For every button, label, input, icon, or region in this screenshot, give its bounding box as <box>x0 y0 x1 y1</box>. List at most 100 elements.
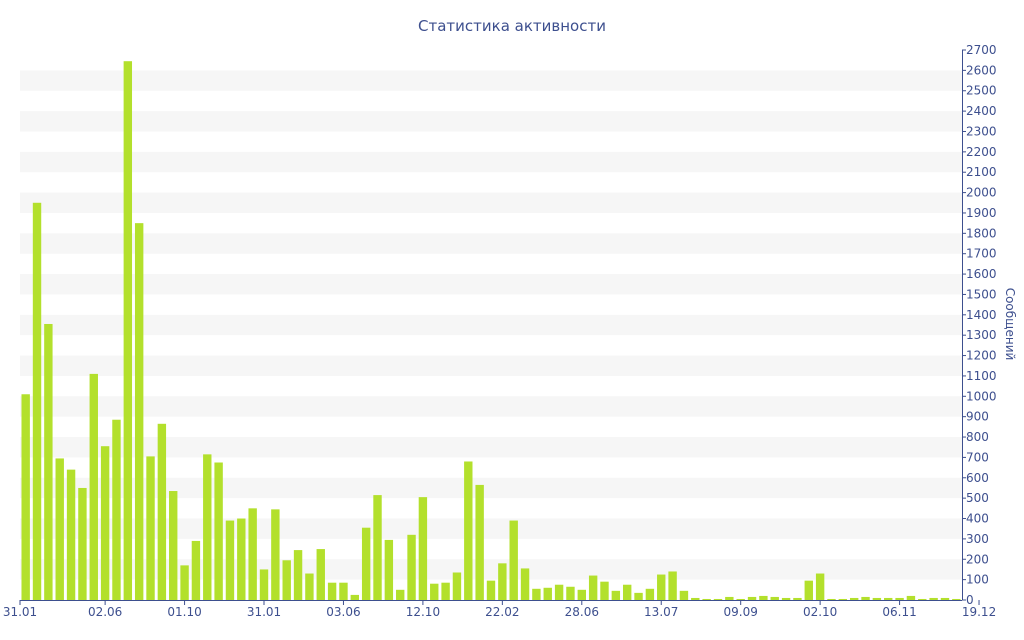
bar <box>940 597 950 600</box>
grid-band <box>20 355 962 376</box>
bar <box>702 598 711 600</box>
y-tick-label: 1300 <box>966 328 997 342</box>
bar <box>271 509 280 600</box>
y-tick-label: 2100 <box>966 165 997 179</box>
bar <box>191 540 201 600</box>
grid-band <box>20 192 962 213</box>
y-axis-label: Сообщений <box>1003 288 1017 361</box>
y-tick-label: 900 <box>966 410 989 424</box>
bar <box>464 461 473 600</box>
bar <box>691 597 700 600</box>
bar <box>32 202 42 600</box>
y-tick-label: 400 <box>966 512 989 526</box>
bar <box>884 597 893 600</box>
y-tick-label: 1200 <box>966 349 997 363</box>
bar <box>55 458 64 600</box>
x-tick-label: 12.10 <box>406 605 440 619</box>
bar <box>112 419 121 600</box>
bar <box>952 598 961 600</box>
bar <box>815 573 825 600</box>
bar <box>566 586 575 600</box>
y-tick-label: 200 <box>966 552 989 566</box>
y-tick-label: 2700 <box>966 43 997 57</box>
y-tick-label: 1400 <box>966 308 997 322</box>
bar <box>713 598 723 600</box>
bar <box>396 589 405 600</box>
y-axis-ticks: 0 100 200 300 400 500 600 700 800 900 1000 1100 1200… <box>962 43 997 607</box>
bar <box>259 569 269 600</box>
grid-band <box>20 477 962 499</box>
x-tick-label: 09.09 <box>724 605 758 619</box>
bar <box>157 423 167 600</box>
x-tick-label: 06.11 <box>882 605 916 619</box>
bar <box>645 588 655 600</box>
bar <box>361 527 371 600</box>
x-tick-label: 31.01 <box>3 605 37 619</box>
y-tick-label: 600 <box>966 471 989 485</box>
grid-band <box>20 70 962 91</box>
bar <box>146 456 155 600</box>
bar <box>679 590 689 600</box>
bar <box>929 597 938 600</box>
bar <box>657 574 666 600</box>
y-tick-label: 1500 <box>966 287 997 301</box>
bar <box>622 584 632 600</box>
y-tick-label: 2600 <box>966 63 997 77</box>
bar <box>316 549 325 600</box>
grid-band <box>20 437 962 458</box>
axes <box>20 50 963 601</box>
grid-band <box>20 233 962 254</box>
bar <box>759 595 768 600</box>
y-tick-label: 1900 <box>966 206 997 220</box>
bar <box>838 598 848 600</box>
bar <box>44 323 53 600</box>
y-tick-label: 500 <box>966 491 989 505</box>
bar <box>475 484 484 600</box>
grid-band <box>20 314 962 336</box>
bar <box>849 597 859 600</box>
bar <box>123 61 133 600</box>
bar <box>577 589 586 600</box>
bar-series <box>21 61 961 600</box>
y-tick-label: 1600 <box>966 267 997 281</box>
y-tick-label: 300 <box>966 532 989 546</box>
y-tick-label: 1000 <box>966 389 997 403</box>
grid-band <box>20 111 962 132</box>
bar <box>180 565 189 600</box>
x-tick-label: 02.10 <box>803 605 837 619</box>
bar <box>418 497 428 600</box>
bar <box>305 573 314 600</box>
x-tick-label: 13.07 <box>644 605 678 619</box>
grid-band <box>20 396 962 417</box>
grid-band <box>20 274 962 295</box>
bar <box>452 572 462 600</box>
bar <box>918 598 927 600</box>
bar <box>747 596 757 600</box>
bar <box>100 446 110 600</box>
bar <box>532 588 541 600</box>
bar <box>725 596 734 600</box>
bar <box>78 487 87 600</box>
bar <box>554 584 564 600</box>
bar <box>861 596 870 600</box>
y-tick-label: 2000 <box>966 186 997 200</box>
bar <box>498 563 507 600</box>
y-tick-label: 800 <box>966 430 989 444</box>
bar <box>327 582 337 600</box>
bar <box>588 575 598 600</box>
x-tick-label: 02.06 <box>88 605 122 619</box>
x-tick-label: 19.12 <box>962 605 996 619</box>
bar <box>89 373 98 600</box>
y-tick-label: 0 <box>966 593 974 607</box>
bar <box>827 598 836 600</box>
bar <box>770 596 779 600</box>
bar <box>906 595 916 600</box>
chart-title: Статистика активности <box>418 17 606 35</box>
bar <box>668 571 677 600</box>
bar <box>441 582 450 600</box>
bar <box>384 539 394 600</box>
bar <box>736 598 745 600</box>
grid-bands <box>20 70 962 580</box>
bar <box>169 491 178 600</box>
